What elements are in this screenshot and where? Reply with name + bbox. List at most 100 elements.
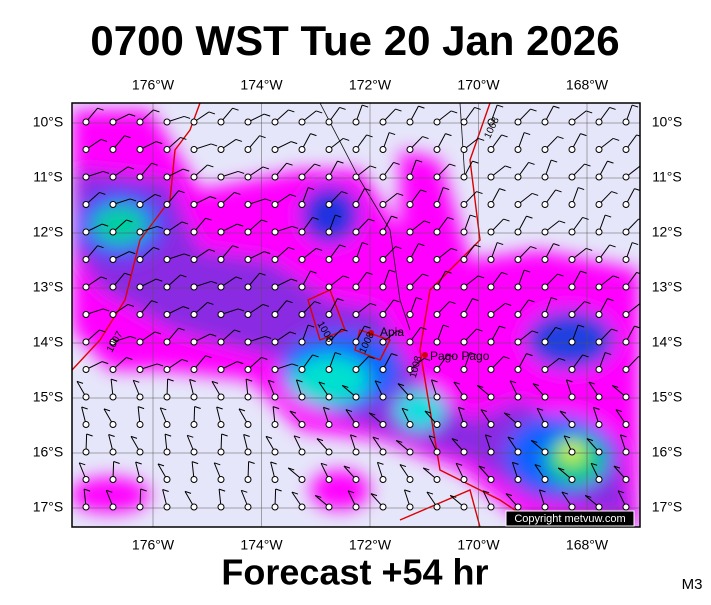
wind-barb (323, 406, 330, 410)
wind-barb (343, 465, 351, 469)
wind-station (460, 503, 468, 511)
wind-station (541, 476, 549, 483)
wind-barb (422, 136, 429, 140)
wind-barb (559, 357, 566, 361)
lat-label: 14°S (33, 334, 64, 350)
wind-station (487, 283, 495, 291)
wind-barb (314, 163, 321, 167)
copyright: Copyright metvuw.com (514, 513, 625, 525)
wind-station (109, 201, 117, 208)
wind-barb (451, 438, 459, 442)
wind-barb (536, 407, 544, 411)
wind-barb (604, 352, 612, 356)
wind-barb (341, 328, 348, 332)
wind-station (298, 338, 306, 346)
wind-station (568, 173, 576, 181)
lon-label: 174°W (240, 537, 283, 553)
wind-barb (534, 464, 542, 468)
wind-station (244, 421, 252, 428)
wind-station (406, 421, 414, 428)
wind-station (487, 146, 495, 153)
wind-station (595, 118, 603, 126)
wind-station (514, 503, 522, 511)
wind-barb (611, 328, 618, 332)
wind-station (514, 448, 522, 456)
wind-barb (593, 406, 600, 410)
wind-barb (620, 434, 627, 438)
wind-station (487, 228, 495, 236)
wind-barb (241, 489, 248, 493)
wind-barb (259, 135, 266, 139)
wind-barb (291, 141, 298, 145)
wind-barb (526, 353, 533, 357)
wind-barb (472, 160, 479, 164)
wind-station (460, 338, 468, 346)
wind-station (163, 118, 171, 126)
wind-barb (102, 308, 110, 312)
wind-barb (156, 278, 163, 282)
wind-barb (342, 384, 349, 388)
wind-station (244, 311, 252, 318)
wind-station (136, 366, 144, 373)
map-frame (71, 102, 641, 528)
wind-barb (288, 467, 295, 471)
wind-station (433, 366, 441, 373)
wind-station (568, 366, 576, 373)
wind-barb (291, 363, 299, 367)
wind-station (460, 118, 468, 126)
wind-station (109, 338, 117, 346)
wind-station (217, 476, 225, 483)
wind-station (514, 366, 522, 373)
wind-station (136, 118, 144, 126)
wind-station (379, 256, 387, 263)
wind-station (541, 393, 549, 401)
wind-barb (337, 298, 344, 302)
wind-barb (588, 381, 596, 385)
wind-station (325, 146, 333, 153)
wind-station (541, 338, 549, 346)
wind-barb (248, 461, 255, 464)
wind-station (595, 421, 603, 428)
wind-station (379, 228, 387, 236)
wind-barb (558, 467, 565, 471)
wind-barb (310, 270, 317, 274)
wind-barb (532, 330, 539, 334)
wind-station (406, 448, 414, 456)
wind-barb (550, 159, 558, 163)
wind-barb (347, 490, 355, 494)
wind-station (595, 228, 603, 236)
wind-station (622, 448, 630, 456)
wind-barb (424, 220, 431, 224)
wind-station (109, 448, 117, 456)
wind-station (325, 256, 333, 263)
wind-barb (395, 108, 402, 112)
wind-barb (370, 493, 378, 497)
wind-station (352, 256, 360, 263)
wind-station (325, 283, 333, 291)
wind-station (622, 393, 630, 401)
wind-station (595, 283, 603, 291)
wind-barb (361, 242, 369, 246)
wind-station (325, 421, 333, 428)
wind-barb (477, 384, 484, 388)
wind-station (460, 201, 468, 208)
wind-station (514, 201, 522, 208)
place-marker (368, 330, 374, 336)
wind-station (136, 448, 144, 456)
wind-station (82, 201, 90, 208)
wind-barb (450, 494, 457, 498)
wind-barb (561, 491, 569, 495)
wind-barb (442, 324, 450, 328)
place-label: Pago Pago (430, 349, 490, 363)
wind-station (217, 173, 225, 181)
wind-station (622, 311, 630, 318)
wind-barb (315, 494, 322, 498)
wind-barb (243, 434, 250, 438)
wind-barb (189, 379, 196, 383)
wind-station (271, 283, 279, 291)
wind-barb (334, 352, 342, 356)
wind-station (622, 173, 630, 181)
wind-station (433, 118, 441, 126)
forecast-label: Forecast +54 hr (221, 552, 488, 593)
wind-barb (181, 358, 189, 362)
